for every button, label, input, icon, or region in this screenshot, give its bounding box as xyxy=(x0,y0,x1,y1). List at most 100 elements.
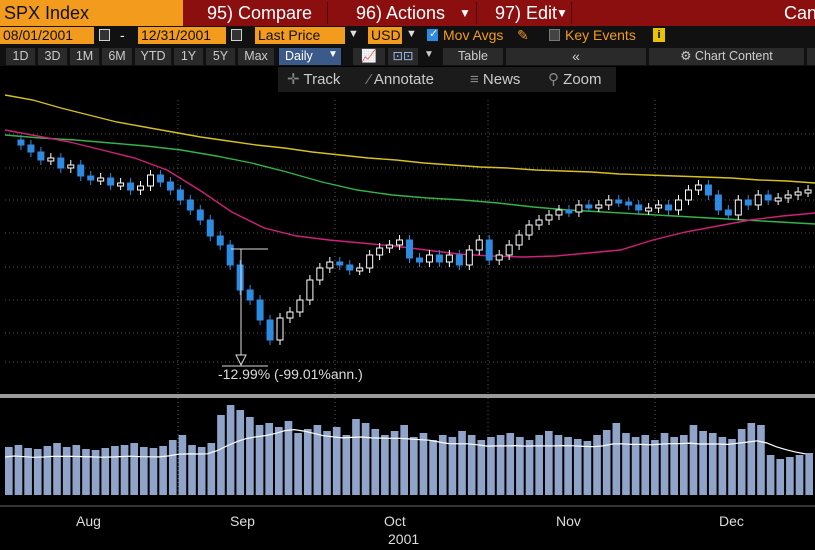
candle-body xyxy=(396,239,404,246)
price-field-select[interactable]: Last Price xyxy=(255,27,345,44)
volume-bar xyxy=(284,421,293,495)
range-3d-button[interactable]: 3D xyxy=(38,48,67,65)
volume-bar xyxy=(458,431,466,495)
candle-body xyxy=(356,267,364,272)
end-calendar-icon[interactable] xyxy=(231,29,242,41)
actions-button[interactable]: 96) Actions xyxy=(356,3,446,23)
actions-dropdown-icon[interactable]: ▼ xyxy=(459,6,471,20)
currency-dropdown-icon[interactable]: ▼ xyxy=(406,28,417,40)
candle-body xyxy=(17,139,25,146)
candle-body xyxy=(256,299,264,321)
volume-bar xyxy=(14,445,23,495)
candle-body xyxy=(635,204,643,211)
candle-body xyxy=(117,182,125,187)
candle-body xyxy=(545,214,553,221)
mov-avgs-label[interactable]: Mov Avgs xyxy=(443,27,504,43)
compare-button[interactable]: 95) Compare xyxy=(207,3,313,23)
candle-body xyxy=(445,254,453,263)
cancel-button[interactable]: Can xyxy=(784,3,815,23)
volume-bar xyxy=(516,437,524,495)
candle-body xyxy=(435,254,443,263)
volume-bar xyxy=(120,445,129,495)
end-date-field[interactable]: 12/31/2001 xyxy=(138,27,226,44)
candle-body xyxy=(57,157,65,169)
pane-separator xyxy=(0,394,815,398)
news-tool[interactable]: ≡ News xyxy=(470,67,520,92)
volume-bar xyxy=(602,430,611,495)
volume-bar xyxy=(246,417,254,495)
range-1d-button[interactable]: 1D xyxy=(6,48,35,65)
edit-button[interactable]: 97) Edit xyxy=(495,3,558,23)
zoom-tool[interactable]: ⚲ Zoom xyxy=(548,67,602,92)
volume-bar xyxy=(130,443,138,495)
volume-bar xyxy=(535,435,543,495)
divider xyxy=(476,2,477,24)
annotate-tool[interactable]: ⁄ Annotate xyxy=(368,67,434,92)
volume-bar xyxy=(477,440,486,495)
volume-bar xyxy=(660,433,669,495)
candle-chart-icon[interactable]: ⊡⊡ xyxy=(388,48,418,65)
volume-bar xyxy=(33,449,42,495)
key-events-label[interactable]: Key Events xyxy=(565,27,636,43)
candle-body xyxy=(724,209,732,216)
candle-body xyxy=(336,261,344,266)
chart-type-dropdown-icon[interactable]: ▼ xyxy=(424,49,434,60)
range-5y-button[interactable]: 5Y xyxy=(206,48,235,65)
candle-body xyxy=(804,189,812,194)
candle-body xyxy=(137,185,145,191)
volume-bar xyxy=(323,431,331,495)
key-events-checkbox[interactable] xyxy=(549,29,560,41)
volume-bar xyxy=(159,446,167,495)
volume-bar xyxy=(554,435,563,495)
volume-bar xyxy=(545,431,553,495)
volume-bar xyxy=(342,435,351,495)
volume-bar xyxy=(390,431,399,495)
info-icon[interactable]: i xyxy=(653,28,665,42)
range-ytd-button[interactable]: YTD xyxy=(135,48,171,65)
volume-bar xyxy=(689,425,698,495)
volume-bar xyxy=(226,405,235,495)
pencil-icon[interactable]: ✎ xyxy=(517,27,529,43)
range-1y-button[interactable]: 1Y xyxy=(174,48,203,65)
candle-body xyxy=(276,317,284,341)
volume-bar xyxy=(313,425,322,495)
price-dropdown-icon[interactable]: ▼ xyxy=(348,28,359,40)
volume-bar xyxy=(718,437,727,495)
track-tool[interactable]: ✛ Track xyxy=(287,67,340,92)
start-calendar-icon[interactable] xyxy=(99,29,110,41)
range-1m-button[interactable]: 1M xyxy=(70,48,99,65)
candle-body xyxy=(37,151,45,161)
range-6m-button[interactable]: 6M xyxy=(102,48,132,65)
volume-bar xyxy=(361,423,370,495)
frequency-select[interactable]: Daily xyxy=(279,48,341,65)
row3-extra[interactable] xyxy=(807,48,815,65)
candle-body xyxy=(196,209,204,221)
currency-select[interactable]: USD xyxy=(368,27,402,44)
mov-avgs-checkbox[interactable] xyxy=(427,29,438,41)
ticker-field[interactable]: SPX Index xyxy=(0,0,183,26)
range-max-button[interactable]: Max xyxy=(238,48,274,65)
volume-bar xyxy=(641,435,650,495)
candle-body xyxy=(575,204,583,213)
candle-body xyxy=(595,204,603,209)
edit-dropdown-icon[interactable]: ▼ xyxy=(556,6,568,20)
month-label-sep: Sep xyxy=(230,513,255,529)
candle-body xyxy=(505,244,513,256)
drawdown-arrow-icon xyxy=(235,354,247,367)
candle-body xyxy=(156,174,164,183)
candle-body xyxy=(166,181,174,191)
volume-bar xyxy=(111,446,119,495)
crosshair-icon: ✛ xyxy=(287,71,304,88)
candle-body xyxy=(97,177,105,182)
table-button[interactable]: Table xyxy=(443,48,503,65)
line-chart-icon[interactable]: 📈 xyxy=(353,48,385,65)
frequency-dropdown-icon[interactable]: ▼ xyxy=(328,49,338,60)
volume-bar xyxy=(506,433,515,495)
chart-content-button[interactable]: ⚙ Chart Content xyxy=(649,48,804,65)
start-date-field[interactable]: 08/01/2001 xyxy=(0,27,94,44)
date-dash: - xyxy=(120,27,125,43)
candle-body xyxy=(406,239,414,259)
candle-body xyxy=(515,234,523,246)
collapse-icon[interactable]: « xyxy=(506,48,646,65)
